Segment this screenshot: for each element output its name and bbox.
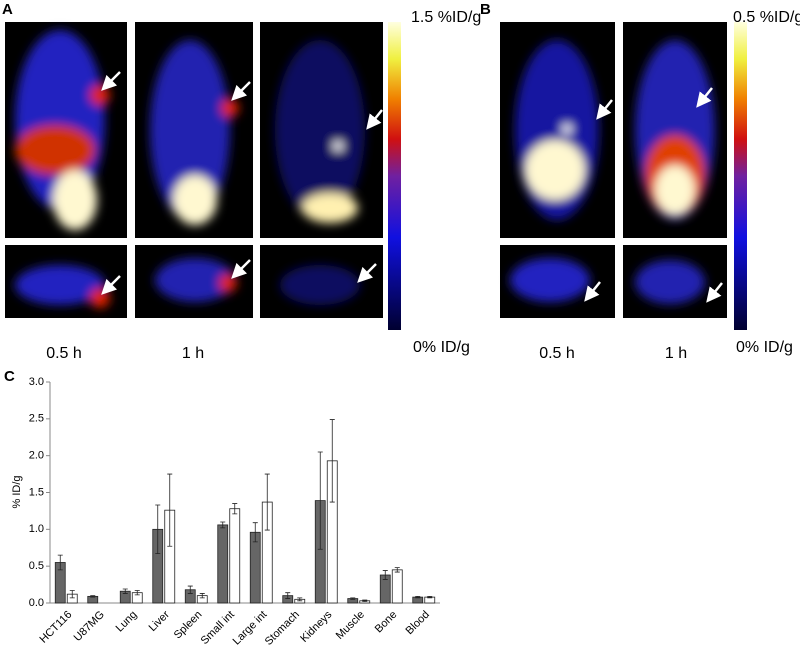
error-bar [382, 570, 388, 580]
panel-label: A [2, 1, 13, 18]
x-tick-label: Bone [373, 609, 400, 636]
time-label: 1 h [665, 345, 687, 362]
error-bar [362, 599, 368, 602]
error-bar [297, 597, 303, 602]
error-bar [415, 595, 421, 599]
x-tick-label: Lung [114, 609, 140, 635]
time-label: 1 h [182, 345, 204, 362]
x-tick-label: Kidneys [298, 608, 335, 645]
panel-label: B [480, 1, 491, 18]
error-bar [187, 585, 193, 594]
error-bar [427, 595, 433, 599]
time-label: 0.5 h [46, 345, 82, 362]
scale-max: 0.5 %ID/g [733, 9, 800, 26]
bar [249, 531, 261, 604]
error-bar [69, 590, 75, 599]
error-bar [167, 473, 173, 547]
scale-min: 0% ID/g [413, 339, 470, 356]
scale-max: 1.5 %ID/g [411, 9, 481, 26]
y-tick-label: 3.0 [29, 376, 44, 388]
y-axis-label: % ID/g [11, 475, 23, 508]
error-bar [57, 554, 63, 571]
x-tick-label: HCT116 [38, 609, 75, 646]
error-bar [317, 451, 323, 550]
error-bar [252, 522, 258, 543]
error-bar [350, 597, 356, 600]
x-tick-label: Blood [404, 609, 432, 637]
x-tick-label: Stomach [263, 609, 302, 647]
error-bar [155, 504, 161, 555]
time-label: 0.5 h [539, 345, 575, 362]
error-bar [220, 521, 226, 529]
y-tick-label: 2.0 [29, 450, 44, 462]
error-bar [329, 419, 335, 503]
y-tick-label: 0.5 [29, 560, 44, 572]
scale-min: 0% ID/g [736, 339, 793, 356]
error-bar [394, 567, 400, 573]
pet-images [5, 22, 747, 330]
x-tick-label: Liver [147, 608, 173, 634]
x-tick-label: U87MG [72, 609, 107, 644]
error-bar [199, 593, 205, 599]
y-tick-label: 2.5 [29, 413, 44, 425]
error-bar [90, 595, 96, 598]
error-bar [264, 473, 270, 531]
error-bar [232, 503, 238, 515]
error-bar [285, 592, 291, 599]
panel-label: C [4, 368, 15, 385]
error-bar [134, 590, 140, 596]
x-tick-label: Muscle [334, 609, 367, 642]
x-tick-label: Small int [199, 609, 237, 647]
bar [229, 508, 241, 604]
bar [391, 569, 403, 604]
y-tick-label: 1.5 [29, 486, 44, 498]
y-tick-label: 1.0 [29, 523, 44, 535]
error-bar [122, 588, 128, 594]
y-tick-label: 0.0 [29, 597, 44, 609]
bar [217, 524, 229, 604]
